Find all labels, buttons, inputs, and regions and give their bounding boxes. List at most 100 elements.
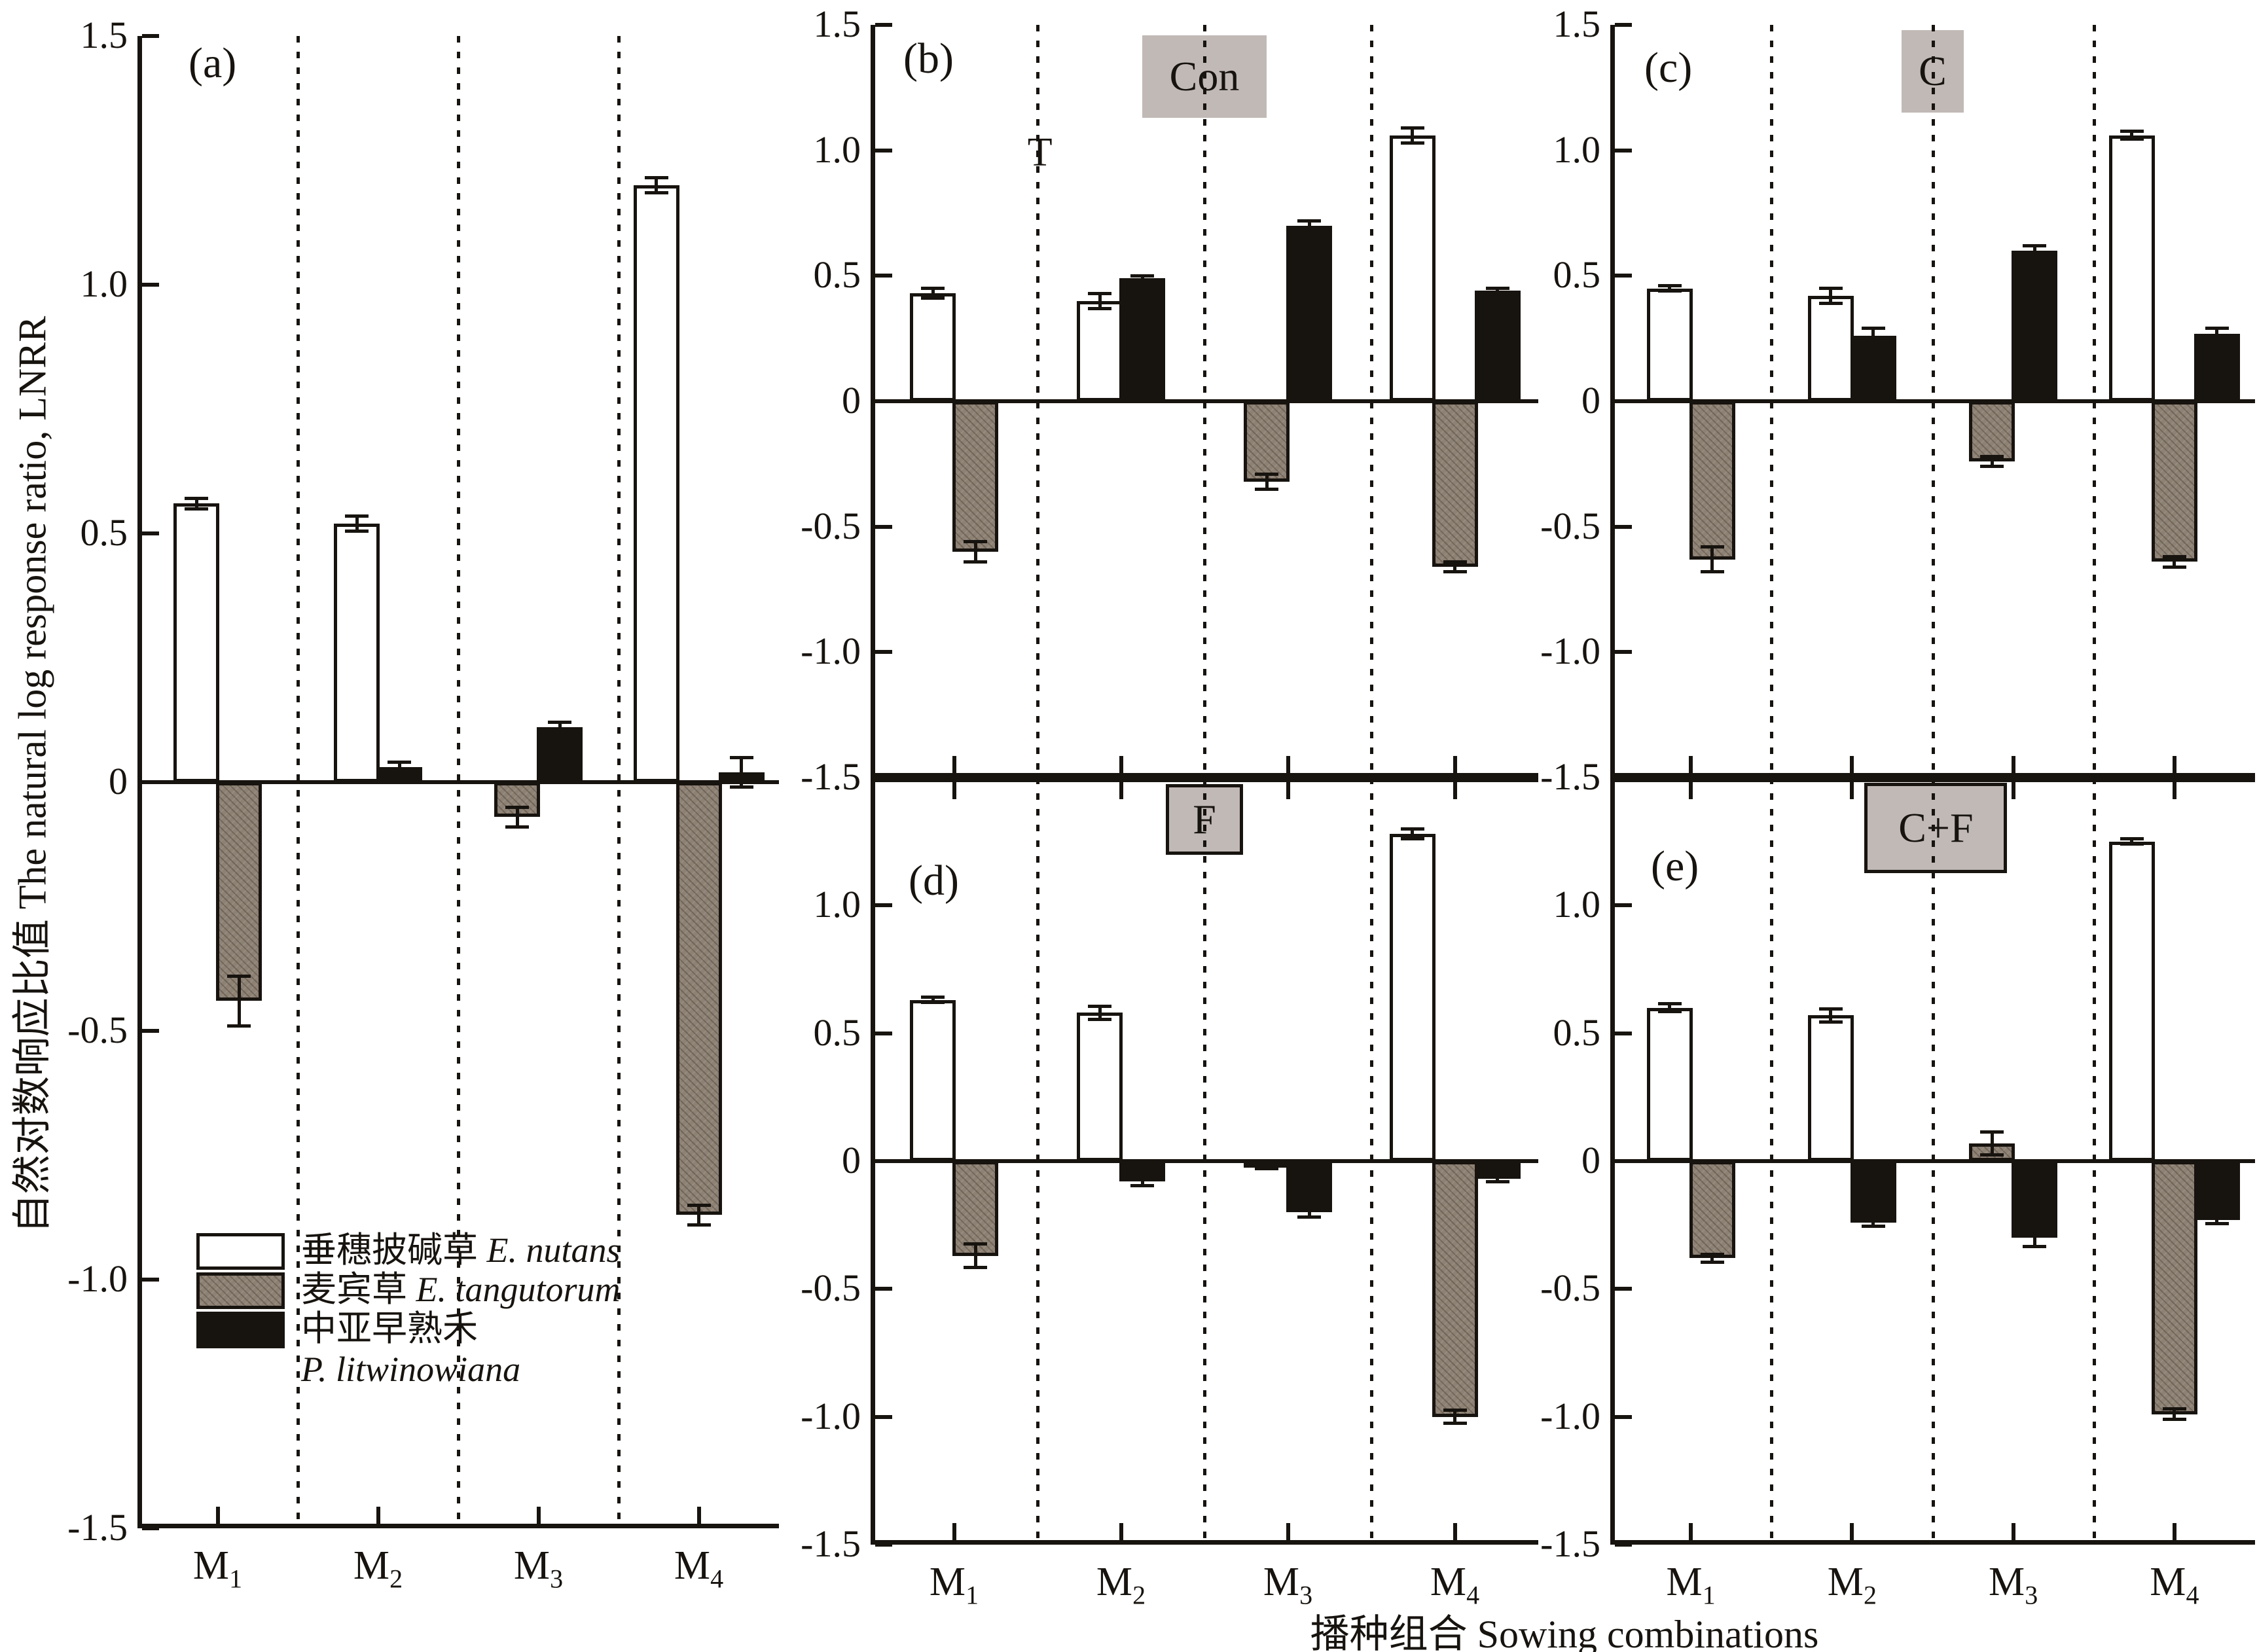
bar-tangutorum [216, 782, 262, 1001]
error-bar-cap [964, 1265, 987, 1269]
y-tick-label: 1.0 [813, 128, 861, 171]
error-bar-cap [1700, 1253, 1724, 1257]
error-bar-line [697, 1205, 700, 1225]
bar-tangutorum [1689, 1161, 1735, 1259]
error-bar-line [2215, 1215, 2219, 1224]
y-tick [1615, 650, 1632, 655]
error-bar-cap [964, 560, 987, 564]
category-label: M3 [1263, 1560, 1313, 1610]
error-bar-cap [921, 287, 945, 290]
error-bar-cap [1297, 1205, 1321, 1209]
category-label: M4 [2150, 1560, 2199, 1610]
error-bar-line [1453, 562, 1456, 572]
y-tick-label: 1.0 [813, 883, 861, 926]
error-bar-cap [388, 770, 411, 774]
y-axis-line [1610, 778, 1615, 1545]
error-bar-cap [548, 730, 571, 734]
error-bar-cap [1485, 287, 1509, 290]
x-tick [1119, 1523, 1123, 1540]
error-bar-cap [644, 176, 668, 180]
error-bar-cap [1980, 465, 2004, 469]
error-bar-cap [548, 721, 571, 725]
y-tick-label: -1.5 [801, 755, 861, 798]
error-bar-line [1098, 293, 1102, 309]
error-bar-cap [1088, 291, 1111, 295]
error-bar-line [1140, 276, 1144, 281]
error-bar-line [1710, 1254, 1714, 1263]
error-bar-cap [1297, 219, 1321, 223]
bar-tangutorum [676, 782, 722, 1215]
y-tick [142, 283, 159, 287]
error-bar-cap [2162, 555, 2186, 559]
bar-tangutorum [1969, 401, 2015, 461]
error-bar-line [1140, 1177, 1144, 1186]
category-label: M2 [353, 1543, 403, 1594]
y-tick-label: 1.0 [80, 262, 128, 305]
panel-letter: (e) [1651, 842, 1699, 890]
error-bar-cap [2023, 243, 2047, 247]
error-bar-cap [345, 529, 369, 533]
error-bar-cap [345, 514, 369, 518]
error-bar-cap [1980, 1130, 2004, 1134]
bar-nutans [633, 185, 679, 782]
bar-litwinowiana [2194, 333, 2240, 401]
error-bar-cap [2162, 1418, 2186, 1422]
dotted-separator [1036, 25, 1039, 778]
bar-nutans [1646, 1007, 1693, 1161]
y-tick [875, 1159, 892, 1163]
y-tick-label: 1.5 [1553, 3, 1601, 45]
legend-label: 中亚早熟禾 [301, 1309, 478, 1348]
dotted-separator [457, 36, 460, 1528]
dotted-separator [1203, 25, 1206, 778]
y-tick [1615, 524, 1632, 529]
error-bar-line [1990, 1132, 1994, 1155]
y-tick [142, 1526, 159, 1530]
bar-nutans [1389, 833, 1435, 1161]
error-bar-cap [1485, 291, 1509, 295]
y-axis-title: 自然对数响应比值 The natural log response ratio,… [10, 315, 54, 1234]
bar-litwinowiana [1474, 291, 1521, 401]
y-axis-line [871, 778, 875, 1545]
error-bar-cap [1818, 1007, 1843, 1011]
bar-nutans [1646, 288, 1693, 401]
category-label: M1 [1666, 1560, 1716, 1610]
y-tick [875, 903, 892, 908]
bar-tangutorum [952, 1161, 998, 1256]
y-tick-label: 0.5 [1553, 253, 1601, 296]
bar-nutans [2108, 841, 2155, 1161]
error-bar-cap [1657, 284, 1682, 288]
error-bar-cap [687, 1203, 711, 1207]
error-bar-cap [921, 1001, 945, 1005]
bar-tangutorum [1432, 1161, 1478, 1417]
bar-nutans [1389, 135, 1435, 401]
y-tick-label: 1.0 [1553, 128, 1601, 171]
error-bar-cap [1485, 1174, 1509, 1178]
bar-litwinowiana [2012, 251, 2058, 401]
bar-litwinowiana [1119, 278, 1165, 401]
x-tick [1689, 756, 1693, 773]
y-tick-label: 0.5 [1553, 1011, 1601, 1054]
category-label: M4 [674, 1543, 724, 1594]
error-bar-cap [2162, 565, 2186, 569]
y-tick-label: 0.5 [813, 1011, 861, 1054]
y-tick [875, 524, 892, 529]
error-bar-cap [1255, 1167, 1278, 1171]
error-bar-cap [2023, 1227, 2047, 1231]
y-tick-label: 1.5 [813, 3, 861, 45]
dotted-separator [1931, 778, 1935, 1545]
error-bar-cap [1400, 827, 1424, 831]
error-bar-cap [1088, 306, 1111, 310]
category-label: M3 [1989, 1560, 2038, 1610]
y-tick-label: -1.0 [801, 630, 861, 673]
dotted-separator [1203, 778, 1206, 1545]
error-bar-line [1496, 1176, 1499, 1182]
x-tick [952, 756, 956, 773]
error-bar-line [1411, 128, 1414, 143]
x-tick-top [2172, 782, 2176, 799]
y-tick-label: -0.5 [801, 504, 861, 547]
error-bar-cap [687, 1223, 711, 1227]
x-tick-top [1119, 782, 1123, 799]
error-bar-cap [505, 825, 529, 829]
error-bar-cap [1818, 287, 1843, 290]
y-tick-label: -1.5 [67, 1506, 128, 1549]
